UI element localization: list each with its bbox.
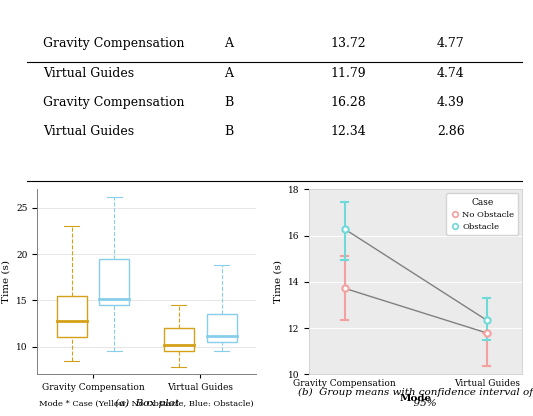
Text: (b)  Group means with confidence interval of
      95%: (b) Group means with confidence interval… <box>298 388 533 408</box>
Text: Gravity Compensation: Gravity Compensation <box>43 37 184 50</box>
Text: Gravity Compensation: Gravity Compensation <box>43 96 184 109</box>
Text: B: B <box>224 96 233 109</box>
Bar <box>207 314 237 342</box>
Text: (a)  Box plot: (a) Box plot <box>115 399 179 408</box>
Legend: No Obstacle, Obstacle: No Obstacle, Obstacle <box>446 193 518 235</box>
Y-axis label: Time (s): Time (s) <box>273 260 282 303</box>
Text: Virtual Guides: Virtual Guides <box>43 67 134 79</box>
Text: 16.28: 16.28 <box>330 96 366 109</box>
Text: 2.86: 2.86 <box>437 125 465 138</box>
Text: A: A <box>224 67 233 79</box>
Text: 11.79: 11.79 <box>330 67 366 79</box>
Bar <box>164 328 193 351</box>
Text: 13.72: 13.72 <box>330 37 366 50</box>
Bar <box>100 259 130 305</box>
Text: 4.39: 4.39 <box>437 96 465 109</box>
Text: Virtual Guides: Virtual Guides <box>43 125 134 138</box>
Text: 4.74: 4.74 <box>437 67 465 79</box>
X-axis label: Mode: Mode <box>400 394 432 403</box>
Bar <box>56 296 86 337</box>
Text: 4.77: 4.77 <box>437 37 465 50</box>
Text: 12.34: 12.34 <box>330 125 366 138</box>
Text: A: A <box>224 37 233 50</box>
Y-axis label: Time (s): Time (s) <box>2 260 11 303</box>
X-axis label: Mode * Case (Yellow: No Obstacle, Blue: Obstacle): Mode * Case (Yellow: No Obstacle, Blue: … <box>39 399 254 407</box>
Text: B: B <box>224 125 233 138</box>
